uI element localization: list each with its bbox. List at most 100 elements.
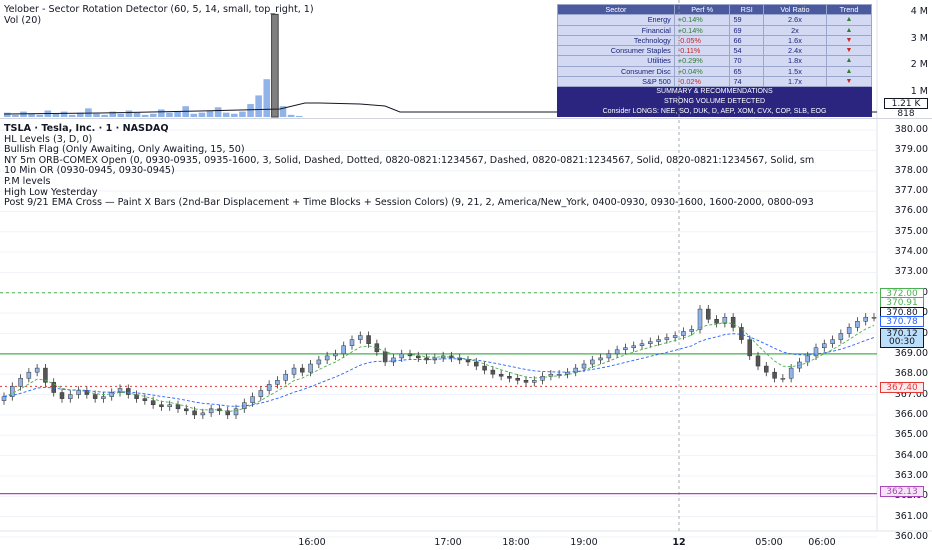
level-lines [0,292,877,495]
price-axis-label: 374.00 [894,246,928,258]
ema-21-line [3,333,875,407]
candle-body [300,367,305,373]
candle-body [855,321,860,328]
candle-body [10,386,15,397]
price-axis-label: 365.00 [894,429,928,441]
indicator-title[interactable]: P.M levels [4,176,51,187]
trend-up-icon: ▲ [826,55,872,67]
volume-bar [117,113,125,117]
candle-body [76,390,81,395]
price-axis-label: 376.00 [894,205,928,217]
candle-body [1,396,7,401]
vol-ma-tag: 818 [884,109,928,120]
indicator-title[interactable]: Bullish Flag (Only Awaiting, Only Awaiti… [4,144,245,156]
candle-body [838,333,844,340]
volume-bar [174,111,181,117]
time-axis-label: 16:00 [298,537,326,548]
candle-body [275,380,280,385]
candle-body [764,365,769,373]
candle-body [184,408,189,412]
volume-bar [133,112,141,117]
candle-body [490,369,496,375]
candle-body [648,341,653,344]
volume-bar [76,112,84,117]
candle-body [43,367,48,383]
sector-vol-ratio: 2.6x [762,14,828,26]
candle-body [126,388,131,395]
summary-title: SUMMARY & RECOMMENDATIONS [656,88,773,95]
candle-body [830,339,835,344]
indicator-title[interactable]: High Low Yesterday [4,186,98,198]
summary-panel: SUMMARY & RECOMMENDATIONS STRONG VOLUME … [557,87,872,117]
sector-vol-ratio: 1.5x [762,65,828,78]
candle-body [101,396,106,399]
candle-body [316,359,322,365]
candle-body [689,329,694,332]
candle-body [863,316,868,322]
candle-body [208,408,214,414]
candle-body [772,371,777,379]
candle-body [664,337,670,340]
indicator-title[interactable]: Post 9/21 EMA Cross — Paint X Bars (2nd-… [4,197,814,209]
volume-bar [149,113,157,117]
candle-body [92,394,98,399]
candle-body [606,353,612,359]
trend-down-icon: ▼ [826,76,872,88]
table-row: Consumer Staples -0.11% 54 2.4x ▼ [557,45,872,57]
candle-body [34,367,40,373]
price-axis-label: 378.00 [894,164,928,176]
volume-bar [12,114,19,117]
table-row: Consumer Disc +0.04% 65 1.5x ▲ [557,65,872,78]
price-axis-label: 360.00 [894,531,928,542]
volume-bar [52,113,60,117]
price-axis-label: 380.00 [894,124,928,135]
candle-body [656,339,661,342]
candle-body [714,319,719,324]
candle-body [556,373,562,376]
price-axis-label: 377.00 [894,185,928,197]
table-header-row: Sector Perf % RSI Vol Ratio Trend [557,3,872,16]
candle-body [780,378,786,380]
candle-body [341,345,346,355]
volume-bar [109,111,117,117]
candle-body [697,308,703,330]
price-axis-label: 373.00 [894,266,928,278]
header-vol: Vol Ratio [762,3,828,16]
volume-ma-line [3,102,877,115]
vol-axis-3m: 3 M [910,33,928,44]
candle-body [291,367,297,375]
volume-pane-subtitle: Vol (20) [4,15,42,26]
candle-body [805,355,810,363]
volume-bar [68,114,76,117]
time-axis-label: 12 [672,537,686,548]
volume-bar [125,110,133,117]
header-trend: Trend [826,3,872,16]
volume-bar [60,111,68,117]
header-rsi: RSI [729,3,764,16]
symbol-title[interactable]: TSLA · Tesla, Inc. · 1 · NASDAQ [4,123,169,134]
candle-body [416,355,421,359]
price-tag: 00:30 [880,337,924,348]
candle-body [142,398,148,401]
volume-bar [247,104,254,117]
candle-body [18,378,23,387]
sector-vol-ratio: 2.4x [762,45,828,57]
candle-body [175,404,181,410]
candle-body [540,375,545,381]
volume-bar [206,110,214,117]
price-tag: 367.40 [880,382,924,393]
candle-body [706,308,711,320]
trend-up-icon: ▲ [826,24,872,36]
price-axis-label: 375.00 [894,225,928,237]
indicator-title[interactable]: 10 Min OR (0930-0945, 0930-0945) [4,165,175,177]
sector-vol-ratio: 1.6x [762,34,828,47]
candle-body [117,388,123,393]
volume-bar [101,114,108,117]
header-sector: Sector [557,3,675,16]
candle-body [846,327,852,334]
indicator-title[interactable]: HL Levels (3, D, 0) [4,133,93,145]
indicator-title[interactable]: NY 5m ORB-COMEX Open (0, 0930-0935, 0935… [4,154,815,166]
vol-axis-2m: 2 M [910,59,928,70]
sector-vol-ratio: 2x [762,24,828,36]
